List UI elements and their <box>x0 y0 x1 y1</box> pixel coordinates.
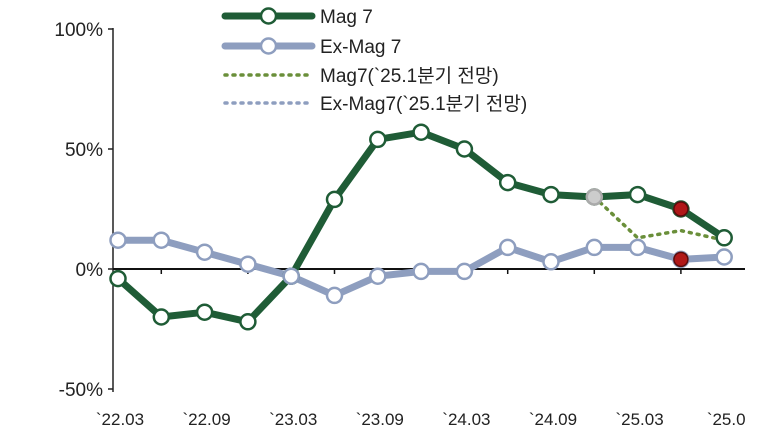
data-point <box>282 267 300 285</box>
data-point <box>195 303 214 321</box>
highlight-point <box>673 251 689 268</box>
legend-label-3: Ex-Mag7(`25.1분기 전망) <box>320 93 527 115</box>
data-point <box>369 267 387 285</box>
series-line-0 <box>114 128 728 326</box>
y-tick-label: 100% <box>54 20 103 41</box>
x-tick-label: `22.09 <box>182 410 230 429</box>
series-line-2 <box>592 195 726 242</box>
data-point <box>542 185 560 204</box>
highlight-point <box>585 188 604 206</box>
data-point <box>715 229 733 247</box>
legend-label-1: Ex-Mag 7 <box>320 37 401 58</box>
data-point <box>109 269 127 288</box>
axes-layer: 100% 50% 0% -50% `22.03 `22.09 `23.03 `23.09 `24… <box>54 20 746 429</box>
data-point <box>239 313 257 331</box>
data-point <box>455 262 474 281</box>
x-tick-label: `24.09 <box>529 410 577 429</box>
x-tick-label: `25.03 <box>615 410 663 429</box>
data-point <box>628 238 647 257</box>
legend-label-2: Mag7(`25.1분기 전망) <box>320 65 499 87</box>
data-point <box>412 262 430 281</box>
data-point <box>152 231 171 249</box>
y-tick-label: -50% <box>59 380 103 401</box>
data-point <box>542 253 560 271</box>
x-tick-label: `24.03 <box>442 410 490 429</box>
legend-marker <box>259 37 278 55</box>
data-point <box>239 255 257 273</box>
data-point <box>325 286 344 305</box>
x-tick-label: `25.0 <box>707 410 746 429</box>
data-point <box>369 130 387 149</box>
y-tick-label: 0% <box>76 260 104 281</box>
highlight-point <box>673 201 689 217</box>
x-tick-label: `22.03 <box>96 410 144 429</box>
data-point <box>109 231 127 249</box>
data-point <box>628 185 647 204</box>
legend-marker <box>259 7 278 25</box>
data-point <box>195 243 214 261</box>
legend: Mag 7 Ex-Mag 7 Mag7(`25.1분기 전망) Ex-Mag7(`25… <box>221 7 527 115</box>
data-point <box>455 140 474 158</box>
data-point <box>498 238 517 257</box>
data-point <box>585 238 604 257</box>
x-tick-label: `23.09 <box>356 410 404 429</box>
y-tick-label: 50% <box>65 140 103 161</box>
legend-label-0: Mag 7 <box>320 7 373 28</box>
data-point <box>152 308 171 326</box>
x-tick-label: `23.03 <box>269 410 317 429</box>
series-layer <box>114 128 728 326</box>
data-point <box>325 190 344 209</box>
data-point <box>715 248 733 266</box>
data-point <box>498 173 517 192</box>
markers-layer <box>109 123 733 331</box>
data-point <box>412 123 430 141</box>
